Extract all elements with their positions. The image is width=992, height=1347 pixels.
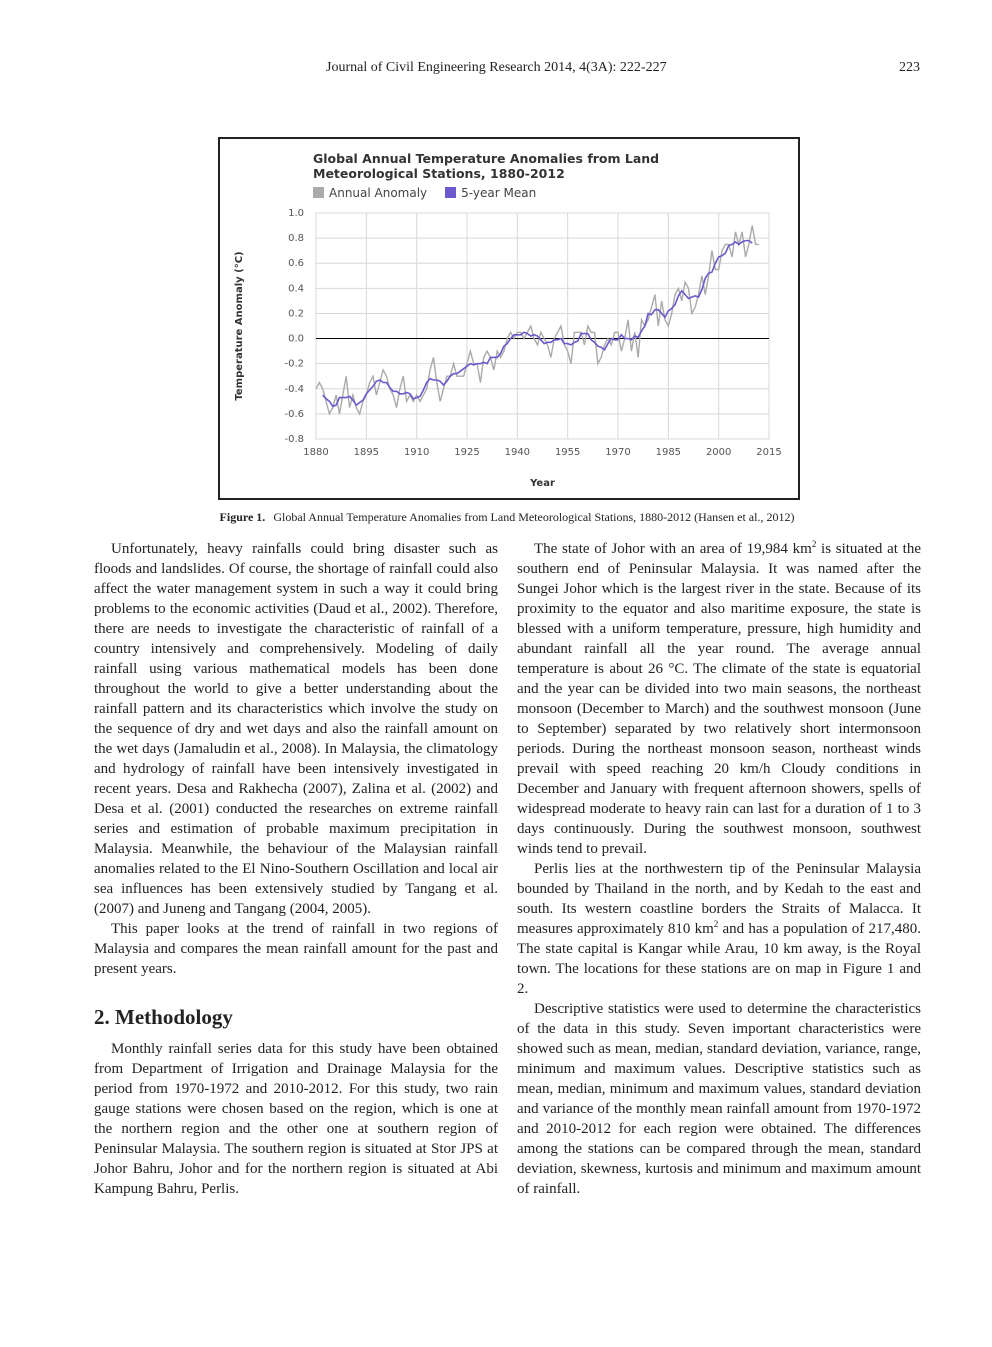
y-tick-label: -0.2 [284,359,304,370]
chart: 1.0 0.8 0.6 0.4 0.2 0.0 -0.2 -0.4 -0.6 -0.8 1880 18… [234,208,782,489]
journal-header: Journal of Civil Engineering Research 20… [326,60,667,75]
y-tick-label: -0.6 [284,409,304,420]
plot-area [315,212,770,440]
right-column: The state of Johor with an area of 19,98… [517,539,921,1199]
section-heading: 2. Methodology [94,1005,233,1029]
y-tick-label: 0.2 [288,308,304,319]
x-tick-label: 2015 [756,447,781,458]
paragraph: The state of Johor with an area of 19,98… [517,539,921,859]
paragraph: Perlis lies at the northwestern tip of t… [517,859,921,999]
y-tick-label: -0.8 [284,434,304,445]
y-axis-label: Temperature Anomaly (°C) [234,251,245,400]
x-axis-label: Year [529,478,555,489]
x-tick-label: 1880 [303,447,328,458]
text-run: Descriptive statistics were used to dete… [517,1001,921,1197]
legend: Annual Anomaly 5-year Mean [313,186,554,200]
x-tick-label: 1970 [605,447,630,458]
x-tick-label: 1910 [404,447,429,458]
superscript: 2 [713,919,719,929]
y-tick-label: 0.4 [288,283,304,294]
caption-label: Figure 1. [219,510,266,524]
text-run: Perlis lies at the northwestern tip of t… [517,861,921,937]
legend-swatch [313,187,324,198]
y-tick-label: 0.0 [288,334,304,345]
chart-title: Global Annual Temperature Anomalies from… [313,151,660,181]
series-line [322,239,753,408]
figure: 1.0 0.8 0.6 0.4 0.2 0.0 -0.2 -0.4 -0.6 -0.8 1880 18… [218,137,800,500]
x-tick-label: 1925 [454,447,479,458]
legend-label: Annual Anomaly [329,186,428,200]
text-run: is situated at the southern end of Penin… [517,541,921,857]
x-tick-label: 1985 [656,447,681,458]
series-line [315,225,759,416]
legend-item: 5-year Mean [445,186,536,200]
y-tick-label: -0.4 [284,384,304,395]
y-tick-label: 0.8 [288,233,304,244]
superscript: 2 [811,539,817,549]
caption-text: Global Annual Temperature Anomalies from… [273,510,795,524]
x-tick-label: 1940 [505,447,530,458]
paragraph: Unfortunately, heavy rainfalls could bri… [94,539,498,919]
x-tick-label: 2000 [706,447,731,458]
x-tick-label: 1955 [555,447,580,458]
text-run: and has a population of 217,480. The sta… [517,921,922,997]
page-number: 223 [899,60,920,75]
text-run: Unfortunately, heavy rainfalls could bri… [94,541,498,917]
paragraph: Descriptive statistics were used to dete… [517,999,921,1199]
caption: Figure 1. Global Annual Temperature Anoma… [0,508,992,526]
paragraph: This paper looks at the trend of rainfal… [94,919,498,979]
legend-swatch [445,187,457,198]
y-tick-label: 0.6 [288,258,304,269]
x-tick-label: 1895 [354,447,379,458]
legend-item: Annual Anomaly [313,186,427,200]
y-tick-label: 1.0 [288,208,304,219]
left-column: Unfortunately, heavy rainfalls could bri… [94,539,498,1199]
paragraph: Monthly rainfall series data for this st… [94,1039,498,1199]
text-run: The state of Johor with an area of 19,98… [534,541,812,557]
text-run: Monthly rainfall series data for this st… [94,1041,498,1197]
text-run: This paper looks at the trend of rainfal… [94,921,498,977]
legend-label: 5-year Mean [461,186,537,200]
